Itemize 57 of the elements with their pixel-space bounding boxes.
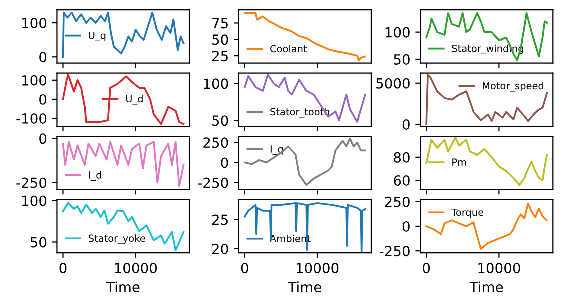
line-series [244, 138, 366, 186]
legend-label: Coolant [270, 45, 308, 53]
y-tick-label: 50 [212, 34, 228, 46]
y-tick-label: 60 [394, 176, 410, 186]
x-tick-label: 10000 [478, 263, 520, 274]
y-tick-label: -250 [380, 246, 410, 257]
line-series [244, 74, 366, 124]
y-tick-label: 100 [204, 78, 228, 90]
y-tick-label: 0 [40, 52, 47, 63]
y-tick-label: 100 [386, 27, 410, 38]
x-tick-label: 0 [423, 263, 430, 274]
y-tick-label: 5000 [376, 78, 410, 89]
x-axis-title: Time [470, 282, 504, 293]
y-tick-label: 0 [221, 158, 228, 168]
y-tick-label: 25 [212, 214, 228, 226]
y-tick-label: 250 [385, 196, 410, 208]
y-tick-label: 0 [402, 221, 410, 232]
legend-label: I_d [89, 171, 102, 182]
line-series [62, 141, 185, 188]
y-tick-label: -250 [198, 178, 228, 188]
y-tick-label: 50 [30, 237, 47, 248]
legend-label: U_d [126, 95, 143, 105]
line-series [426, 12, 548, 62]
line-series [244, 202, 366, 253]
line-series [244, 12, 366, 62]
y-tick-label: 50 [394, 54, 410, 65]
y-tick-label: 80 [394, 152, 410, 163]
y-tick-label: -250 [16, 178, 47, 188]
y-tick-label: 0 [40, 134, 47, 144]
x-tick-label: 0 [60, 263, 67, 274]
x-tick-label: 10000 [296, 263, 339, 274]
line-series [62, 202, 185, 252]
y-tick-label: 20 [212, 244, 228, 254]
y-tick-label: -100 [16, 113, 47, 124]
legend-label: Stator_yoke [88, 234, 146, 244]
line-series [426, 74, 548, 126]
y-tick-label: 100 [22, 18, 47, 29]
legend-label: Motor_speed [483, 82, 544, 92]
x-tick-label: 10000 [115, 263, 158, 274]
legend-label: Pm [452, 158, 466, 166]
x-axis-title: Time [288, 282, 322, 293]
y-tick-label: 250 [204, 138, 228, 148]
line-series [62, 74, 185, 126]
y-tick-label: 25 [212, 51, 228, 62]
line-series [426, 202, 548, 250]
y-tick-label: 100 [22, 75, 47, 86]
y-tick-label: 75 [212, 18, 228, 29]
y-tick-label: 100 [22, 196, 47, 206]
y-tick-label: 0 [40, 94, 47, 105]
x-axis-title: Time [106, 282, 140, 293]
x-tick-label: 0 [241, 263, 248, 274]
line-series [426, 136, 548, 186]
y-tick-label: 50 [212, 116, 228, 126]
legend-label: Torque [452, 208, 484, 218]
y-tick-label: 0 [402, 119, 410, 130]
legend-label: U_q [89, 32, 106, 42]
line-series [62, 12, 185, 58]
